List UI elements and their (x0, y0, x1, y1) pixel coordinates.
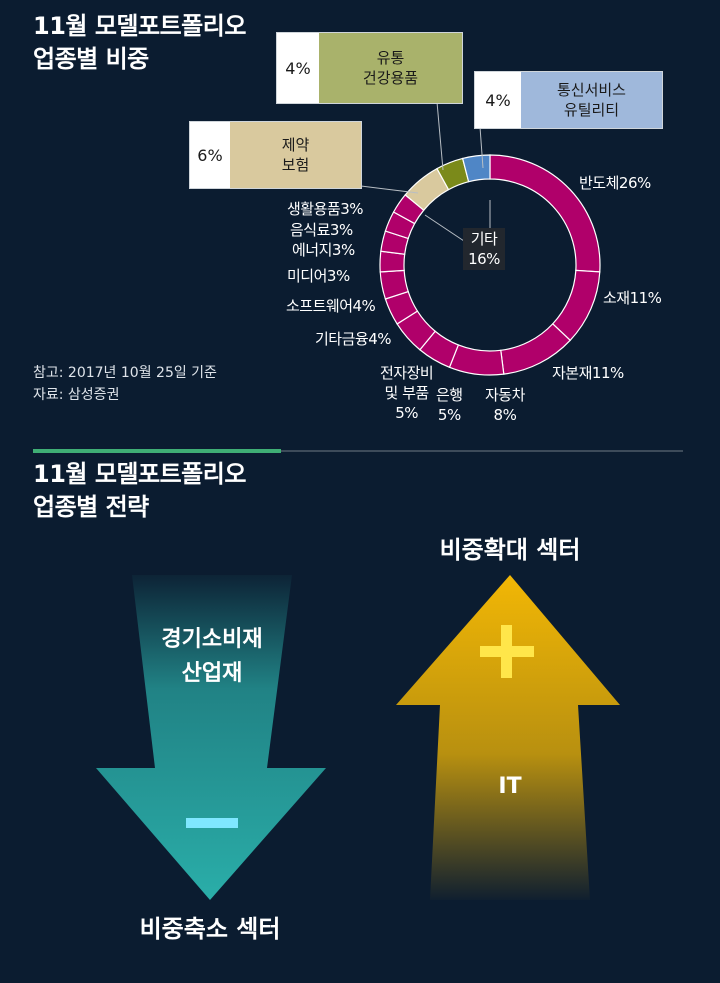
label-software: 소프트웨어4% (286, 297, 376, 315)
plus-icon-v (501, 625, 512, 678)
legend-name: 통신서비스 유틸리티 (521, 72, 662, 128)
section1-title: 11월 모델포트폴리오 업종별 비중 (33, 12, 246, 73)
label-other-finance: 기타금융4% (315, 330, 392, 348)
donut-slice-3 (448, 344, 505, 376)
down-sectors: 경기소비재 산업재 (161, 627, 263, 686)
legend-pct: 6% (190, 122, 230, 188)
up-caption: 비중확대 섹터 (439, 536, 581, 564)
donut-slice-14 (461, 154, 491, 183)
legend-box-pharma: 6% 제약 보험 (189, 121, 362, 189)
label-materials: 소재11% (603, 289, 662, 307)
label-energy: 에너지3% (292, 241, 355, 259)
up-arrow-icon (396, 575, 620, 900)
label-bank: 은행 5% (436, 386, 463, 424)
note-source: 자료: 삼성증권 (33, 387, 120, 403)
legend-box-telecom: 4% 통신서비스 유틸리티 (474, 71, 663, 129)
label-food: 음식료3% (290, 221, 353, 239)
section-divider-accent (33, 449, 281, 453)
label-semiconductor: 반도체26% (579, 174, 651, 192)
label-electronics: 전자장비 및 부품 5% (380, 364, 434, 422)
legend-pct: 4% (475, 72, 521, 128)
legend-pct: 4% (277, 33, 319, 103)
legend-name: 제약 보험 (230, 122, 361, 188)
label-media: 미디어3% (287, 267, 350, 285)
minus-icon (186, 818, 238, 828)
leader-line-0 (360, 185, 419, 194)
section2-title: 11월 모델포트폴리오 업종별 전략 (33, 460, 246, 521)
up-sectors: IT (498, 774, 522, 799)
section-divider (33, 450, 683, 452)
strategy-arrows (96, 575, 620, 900)
leader-line-2 (479, 126, 484, 169)
down-caption: 비중축소 섹터 (139, 915, 281, 943)
legend-name: 유통 건강용품 (319, 33, 462, 103)
legend-box-retail: 4% 유통 건강용품 (276, 32, 463, 104)
center-label: 기타 16% (463, 228, 505, 270)
leader-line-4 (424, 214, 471, 246)
down-arrow-icon (96, 575, 326, 900)
label-capital-goods: 자본재11% (552, 364, 624, 382)
leader-line-1 (436, 101, 444, 171)
note-date: 참고: 2017년 10월 25일 기준 (33, 365, 217, 381)
label-auto: 자동차 8% (485, 386, 525, 424)
label-household: 생활용품3% (287, 200, 364, 218)
donut-chart (360, 101, 601, 376)
